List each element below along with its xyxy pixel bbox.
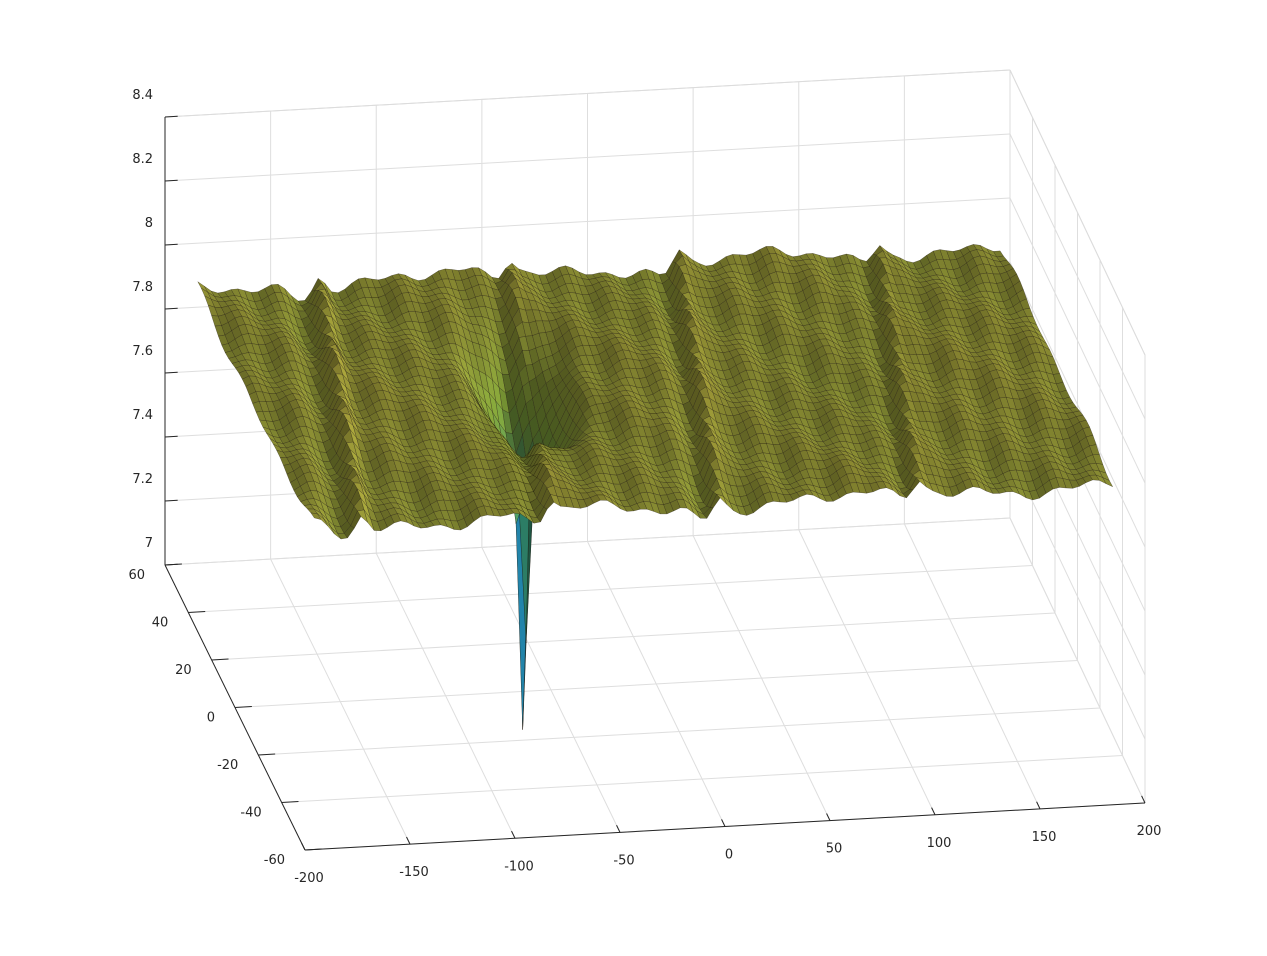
z-tick-label: 8.2 bbox=[132, 152, 153, 167]
y-tick-label: -60 bbox=[264, 853, 285, 868]
z-tick-label: 7.6 bbox=[132, 344, 153, 359]
floor-grid-y bbox=[258, 707, 1101, 756]
z-tick bbox=[164, 243, 178, 246]
z-tick-label: 8 bbox=[145, 216, 153, 231]
x-tick-label: 150 bbox=[1032, 830, 1057, 845]
z-tick-label: 8.4 bbox=[132, 88, 153, 103]
x-tick-label: 200 bbox=[1137, 824, 1162, 839]
right-wall-grid-z bbox=[1009, 517, 1146, 804]
z-tick bbox=[164, 435, 178, 438]
z-tick bbox=[164, 563, 178, 566]
floor-grid-y bbox=[234, 660, 1078, 708]
z-tick bbox=[164, 179, 178, 182]
back-wall-grid-z bbox=[164, 517, 1011, 566]
right-wall-grid-z bbox=[1009, 197, 1146, 484]
x-tick-label: -150 bbox=[399, 865, 429, 880]
x-tick bbox=[1036, 801, 1041, 810]
z-tick-label: 7 bbox=[145, 536, 153, 551]
y-tick-label: -40 bbox=[240, 806, 261, 821]
right-wall-grid-z bbox=[1009, 261, 1146, 548]
y-tick bbox=[304, 848, 322, 851]
z-tick bbox=[164, 371, 178, 374]
x-tick bbox=[301, 842, 306, 851]
back-wall-grid-z bbox=[164, 197, 1011, 246]
floor-grid-y bbox=[281, 755, 1123, 803]
y-tick-label: 20 bbox=[175, 663, 192, 678]
y-tick bbox=[188, 611, 206, 613]
right-wall-grid-z bbox=[1009, 133, 1146, 420]
back-wall-grid-z bbox=[164, 133, 1011, 182]
z-tick-label: 7.4 bbox=[132, 408, 153, 423]
z-tick bbox=[164, 307, 178, 310]
z-tick bbox=[164, 115, 178, 118]
y-tick-label: 60 bbox=[128, 568, 145, 583]
y-tick-label: -20 bbox=[217, 758, 238, 773]
y-tick bbox=[258, 753, 276, 756]
x-tick bbox=[931, 807, 936, 815]
y-tick-label: 0 bbox=[207, 711, 215, 726]
z-tick-label: 7.2 bbox=[132, 472, 153, 487]
surface-cell bbox=[1102, 477, 1114, 488]
y-tick bbox=[211, 658, 229, 661]
x-tick bbox=[1141, 795, 1146, 804]
right-wall-grid-z bbox=[1009, 453, 1146, 740]
x-tick bbox=[721, 819, 726, 827]
x-tick bbox=[511, 830, 516, 839]
box-edge-top-right bbox=[1009, 69, 1146, 356]
x-tick-label: -100 bbox=[504, 859, 534, 874]
floor-grid-y bbox=[211, 612, 1056, 661]
x-tick bbox=[406, 836, 411, 845]
x-tick bbox=[826, 813, 831, 821]
z-tick-label: 7.8 bbox=[132, 280, 153, 295]
surface bbox=[197, 244, 1114, 730]
floor-grid-y bbox=[188, 565, 1033, 613]
z-tick bbox=[164, 499, 178, 502]
y-tick bbox=[281, 801, 299, 803]
x-tick-label: 50 bbox=[826, 842, 843, 857]
x-tick-label: -200 bbox=[294, 871, 324, 886]
x-tick-label: 100 bbox=[927, 836, 952, 851]
x-tick-label: -50 bbox=[613, 853, 634, 868]
x-tick bbox=[616, 825, 621, 833]
y-tick-label: 40 bbox=[152, 616, 169, 631]
axes bbox=[164, 115, 1146, 851]
box-edge-top-back bbox=[164, 69, 1011, 118]
y-tick bbox=[234, 706, 252, 708]
x-tick-label: 0 bbox=[725, 848, 733, 863]
tick-labels: -200 -150 -100 -50 0 50 100 150 200-60-40-200204… bbox=[128, 88, 1161, 886]
